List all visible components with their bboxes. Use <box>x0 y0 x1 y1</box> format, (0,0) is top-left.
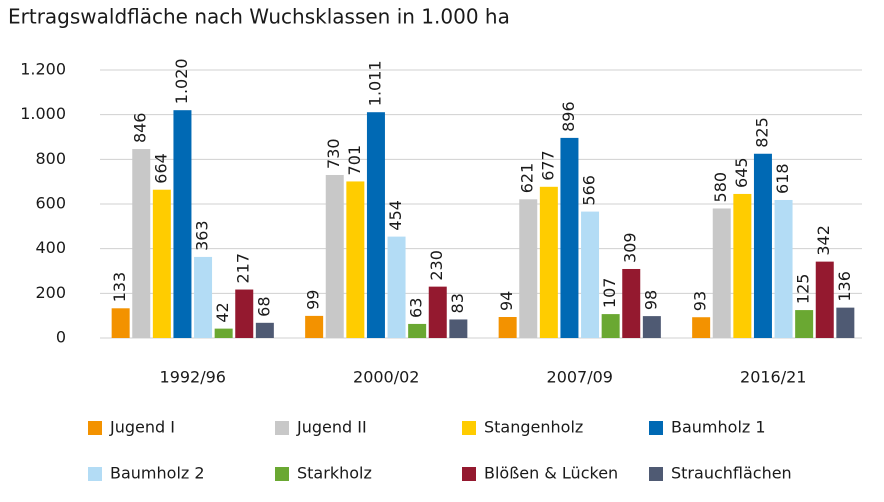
value-label: 42 <box>213 302 232 322</box>
value-label: 618 <box>773 163 792 194</box>
bar <box>733 193 752 338</box>
bar <box>449 319 468 338</box>
bar <box>194 256 213 338</box>
bar <box>173 110 192 338</box>
legend-label: Jugend II <box>296 418 367 437</box>
bar <box>539 186 558 338</box>
value-label: 98 <box>641 290 660 310</box>
bar <box>387 236 406 338</box>
value-label: 701 <box>345 145 364 176</box>
value-label: 107 <box>600 278 619 309</box>
value-label: 825 <box>752 117 771 148</box>
value-label: 68 <box>254 296 273 316</box>
bar <box>774 199 793 338</box>
value-label: 896 <box>559 101 578 132</box>
bar <box>795 310 814 338</box>
value-label: 309 <box>621 232 640 263</box>
value-label: 83 <box>448 293 467 313</box>
bar <box>836 307 855 338</box>
value-label: 645 <box>732 157 751 188</box>
value-label: 846 <box>131 113 150 144</box>
value-label: 1.011 <box>365 60 384 106</box>
value-label: 621 <box>518 163 537 194</box>
bar <box>601 314 620 338</box>
y-tick-label: 800 <box>35 149 66 168</box>
value-label: 363 <box>193 220 212 251</box>
legend-swatch <box>462 467 476 481</box>
value-label: 63 <box>407 298 426 318</box>
y-tick-label: 1.200 <box>20 60 66 79</box>
legend-swatch <box>88 421 102 435</box>
legend-label: Baumholz 2 <box>110 464 205 483</box>
bar <box>408 323 427 338</box>
bar <box>815 261 834 338</box>
legend-swatch <box>649 467 663 481</box>
legend-label: Starkholz <box>297 464 372 483</box>
bar <box>560 137 579 338</box>
legend-swatch <box>88 467 102 481</box>
value-label: 133 <box>110 272 129 303</box>
legend-swatch <box>462 421 476 435</box>
legend-label: Baumholz 1 <box>671 418 766 437</box>
chart-title: Ertragswaldfläche nach Wuchsklassen in 1… <box>8 5 510 29</box>
bar <box>325 174 344 338</box>
bar <box>428 286 447 338</box>
bar <box>622 268 641 338</box>
value-label: 93 <box>691 291 710 311</box>
bar <box>111 308 130 338</box>
x-tick-label: 1992/96 <box>160 368 226 387</box>
legend-swatch <box>649 421 663 435</box>
value-label: 580 <box>711 172 730 203</box>
value-label: 125 <box>794 274 813 305</box>
bar <box>753 153 772 338</box>
value-label: 94 <box>497 291 516 311</box>
legend-swatch <box>275 467 289 481</box>
value-label: 1.020 <box>172 58 191 104</box>
bar <box>132 149 151 338</box>
value-label: 342 <box>814 225 833 256</box>
value-label: 677 <box>538 150 557 181</box>
bar <box>581 211 600 338</box>
bar <box>498 317 517 338</box>
value-label: 136 <box>835 271 854 302</box>
legend-label: Jugend I <box>109 418 175 437</box>
x-tick-label: 2016/21 <box>740 368 806 387</box>
bar <box>214 328 233 338</box>
value-label: 217 <box>234 253 253 284</box>
bar <box>366 112 385 339</box>
y-tick-label: 600 <box>35 194 66 213</box>
value-label: 230 <box>427 250 446 281</box>
bar <box>519 199 538 338</box>
legend-label: Strauchflächen <box>671 464 792 483</box>
bar <box>235 289 254 338</box>
bar <box>642 316 661 338</box>
y-tick-label: 200 <box>35 283 66 302</box>
bar <box>152 189 171 338</box>
x-tick-label: 2007/09 <box>547 368 613 387</box>
legend-label: Blößen & Lücken <box>484 464 618 483</box>
legend-label: Stangenholz <box>484 418 583 437</box>
bar <box>346 181 365 338</box>
y-tick-label: 0 <box>56 328 66 347</box>
y-tick-label: 400 <box>35 238 66 257</box>
bar <box>255 322 274 338</box>
x-tick-label: 2000/02 <box>353 368 419 387</box>
value-label: 664 <box>151 153 170 184</box>
value-label: 454 <box>386 200 405 231</box>
legend-swatch <box>275 421 289 435</box>
bar <box>712 208 731 338</box>
bar <box>692 317 711 338</box>
bar <box>305 315 324 338</box>
value-label: 566 <box>580 175 599 206</box>
value-label: 99 <box>304 290 323 310</box>
value-label: 730 <box>324 138 343 169</box>
y-tick-label: 1.000 <box>20 104 66 123</box>
